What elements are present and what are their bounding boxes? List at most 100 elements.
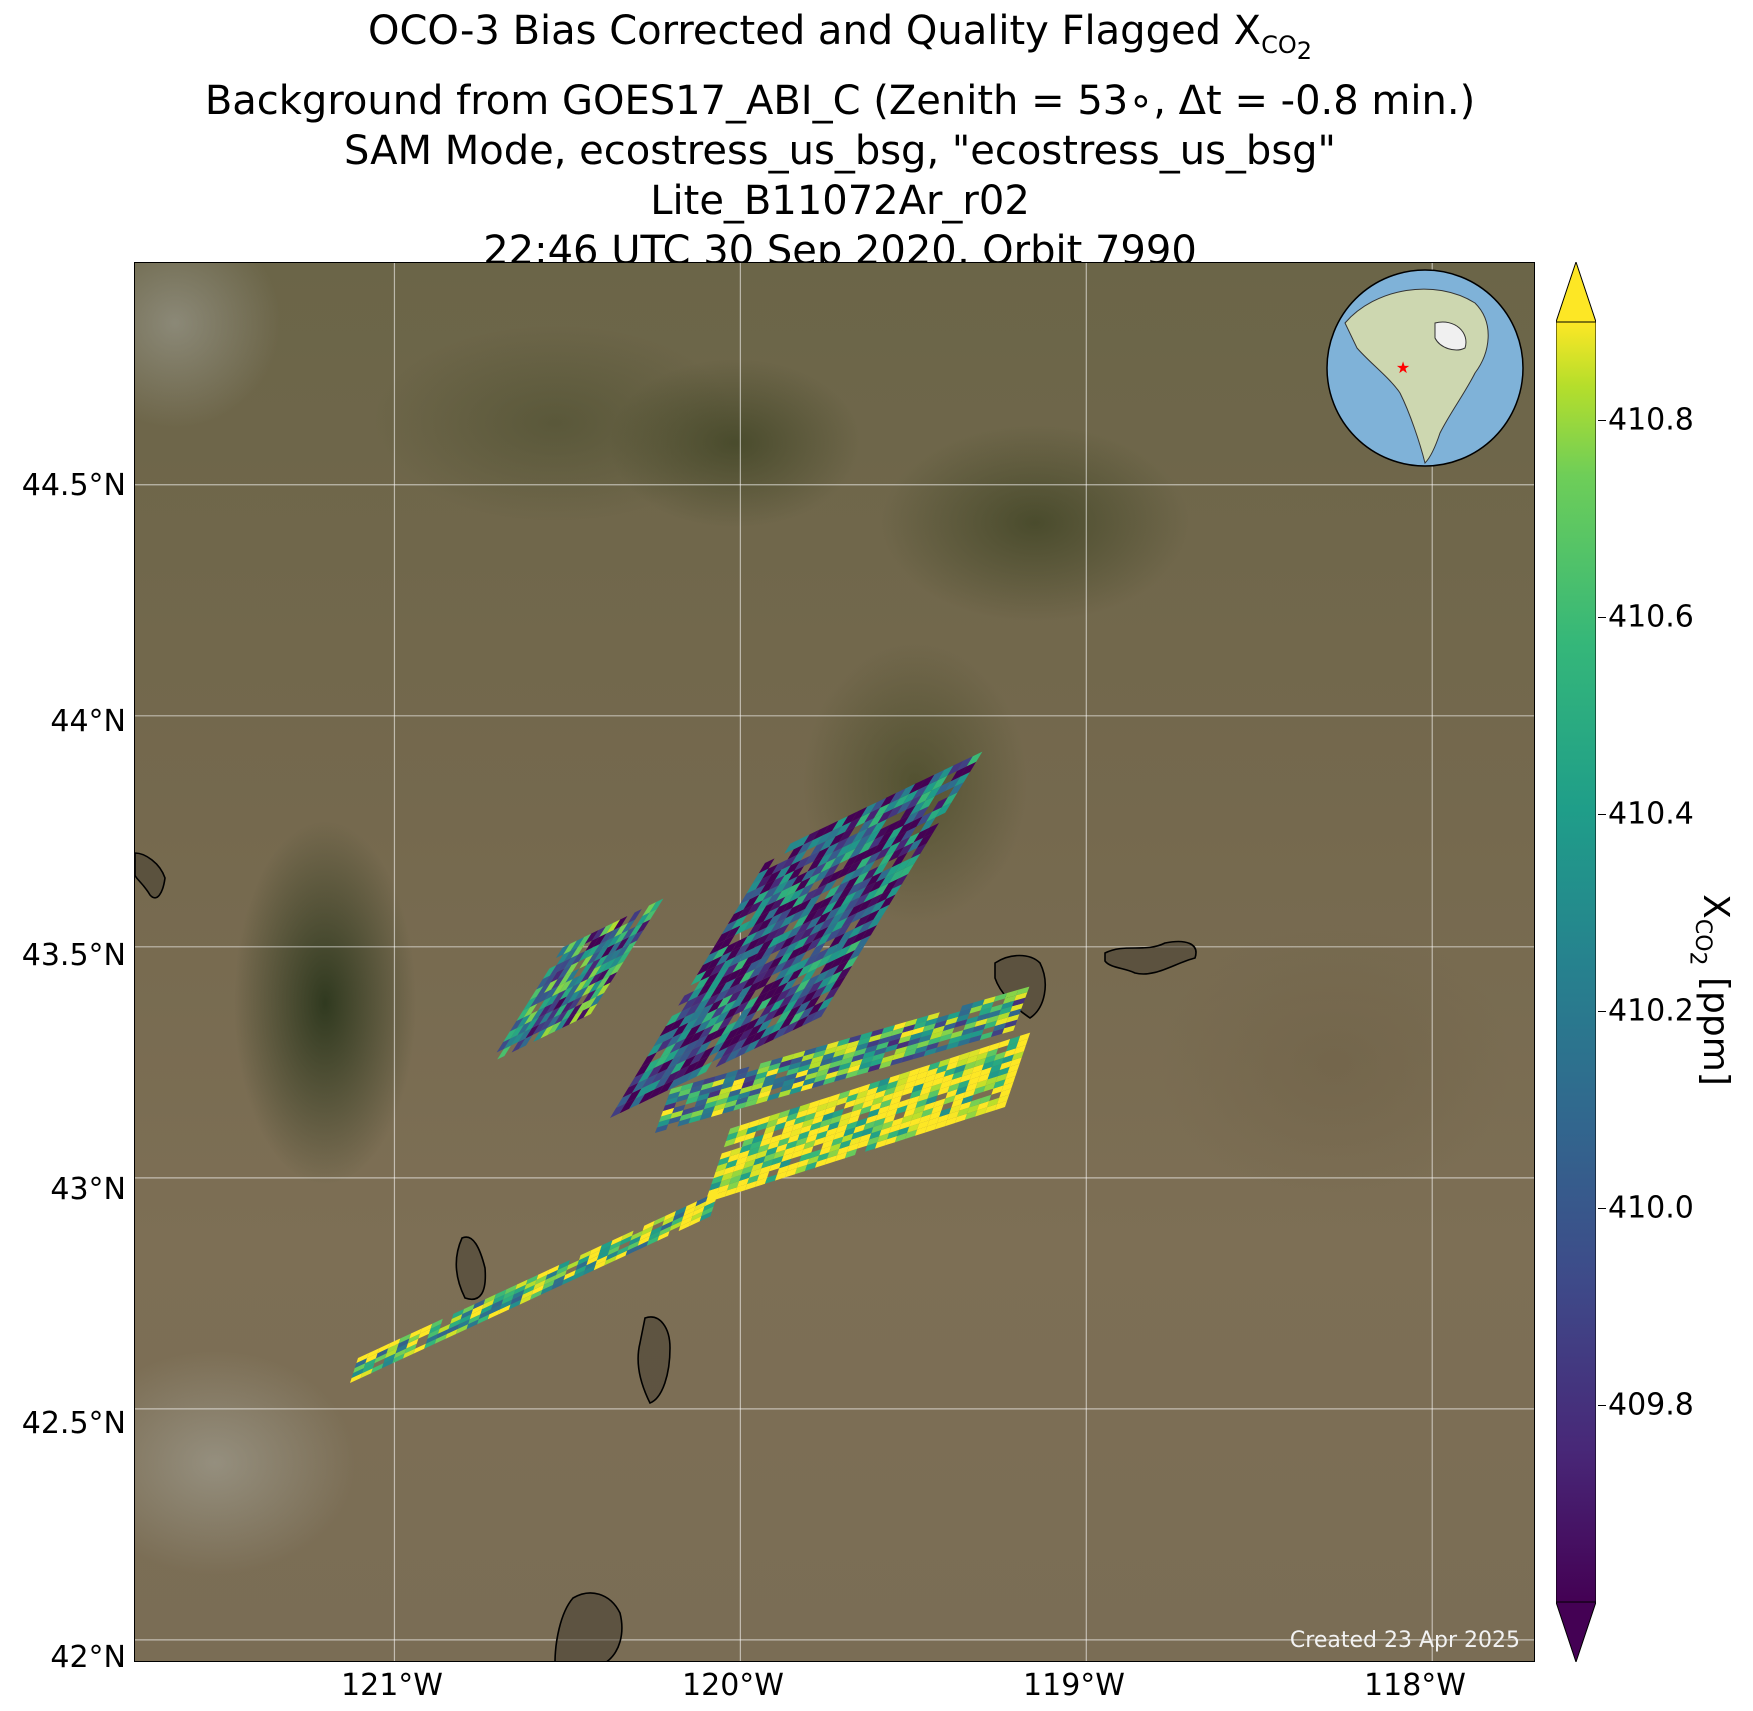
xco2-cell [812,926,829,942]
xco2-cell [719,1150,732,1160]
xco2-cell [685,1023,702,1039]
xco2-cell [907,1123,920,1133]
xco2-cell [903,1108,916,1118]
xco2-cell [677,1117,691,1127]
xco2-cell [902,789,919,805]
xco2-cell [700,966,716,981]
xco2-cell [593,1260,606,1271]
xco2-cell [744,1038,761,1054]
xco2-cell [834,1073,848,1082]
xco2-cell [726,1131,739,1141]
xco2-cell [887,825,904,841]
xco2-cell [760,901,776,916]
xco2-cell [959,1073,972,1083]
xco2-cell [671,1216,684,1226]
xco2-cell [744,1098,758,1108]
xco2-cell [850,886,867,902]
xco2-cell [638,1089,655,1105]
xco2-cell [823,1133,836,1143]
xco2-cell [847,1142,860,1152]
xco2-cell [627,1240,640,1251]
xco2-cell [784,961,801,977]
xco2-cell [901,1053,915,1063]
xco2-cell [963,1021,977,1031]
xco2-cell [510,1024,525,1039]
xco2-cell [547,1014,561,1028]
xco2-cell [867,813,884,829]
xco2-cell [769,896,786,912]
colorbar-tick [1598,1405,1606,1407]
xco2-cell [868,1080,881,1090]
xco2-cell [764,928,780,943]
xco2-cell [719,1178,732,1188]
xco2-cell [896,1040,910,1050]
xco2-cell [791,1080,805,1090]
xco2-cell [925,785,942,801]
xco2-cell [510,1294,523,1305]
xco2-cell [531,1284,544,1295]
xco2-cell [754,1071,768,1080]
xco2-cell [794,978,811,994]
xco2-cell [759,1002,776,1018]
xco2-cell [935,1120,948,1130]
xco2-cell [993,993,1007,1002]
xco2-cell [871,1096,884,1106]
xco2-cell [445,1329,458,1339]
globe-ice [1434,321,1467,351]
xco2-cell [501,1294,514,1305]
xco2-cell [654,1074,671,1090]
xco2-cell [845,817,861,832]
xco2-cell [959,1101,972,1111]
xco2-cell [781,1053,795,1063]
xco2-cell [915,1098,928,1108]
xco2-cell [397,1338,410,1349]
xco2-cell [831,896,847,911]
xco2-cell [836,864,853,880]
xco2-cell [723,1137,736,1148]
xco2-cell [583,996,597,1011]
xco2-cell [893,1083,906,1093]
xco2-cell [821,879,837,894]
xco2-cell [636,1240,649,1251]
xco2-cell [997,1066,1010,1077]
xco2-cell [779,1131,792,1141]
xco2-cell [878,830,894,845]
xco2-cell [392,1353,405,1364]
xco2-cell [434,1333,447,1344]
xco2-cell [513,1284,526,1295]
xco2-cell [809,942,826,958]
xco2-cell [770,918,786,933]
xco2-cell [512,1289,525,1300]
xco2-cell [863,887,880,903]
xco2-cell [729,1147,742,1157]
xco2-cell [897,1126,910,1136]
xco2-cell [870,1028,884,1037]
xco2-cell [858,839,875,855]
xco2-cell [565,968,580,983]
xco2-cell [966,751,983,767]
xco2-cell [819,1146,832,1156]
xco2-cell [579,1250,592,1261]
xco2-cell [894,836,911,852]
xco2-cell [858,1061,872,1070]
xco2-cell [893,815,910,831]
xco2-cell [728,1032,744,1047]
xco2-cell [706,1191,719,1202]
xco2-cell [752,970,768,985]
xco2-cell [751,1162,764,1172]
xco2-cell [874,824,891,840]
xco2-cell [711,1025,728,1041]
xco2-cell [913,1077,926,1087]
xco2-cell [939,1079,952,1090]
xco2-cell [734,1072,748,1081]
lake-outline [637,1316,671,1405]
xco2-cell [727,909,744,925]
xco2-cell [680,1082,694,1092]
xco2-cell [956,1058,969,1068]
xco2-cell [511,1031,525,1046]
xco2-cell [679,1033,696,1049]
xco2-cell [754,932,771,948]
xco2-cell [763,1152,776,1163]
xco2-cell [977,1073,990,1083]
xco2-cell [908,1067,921,1078]
